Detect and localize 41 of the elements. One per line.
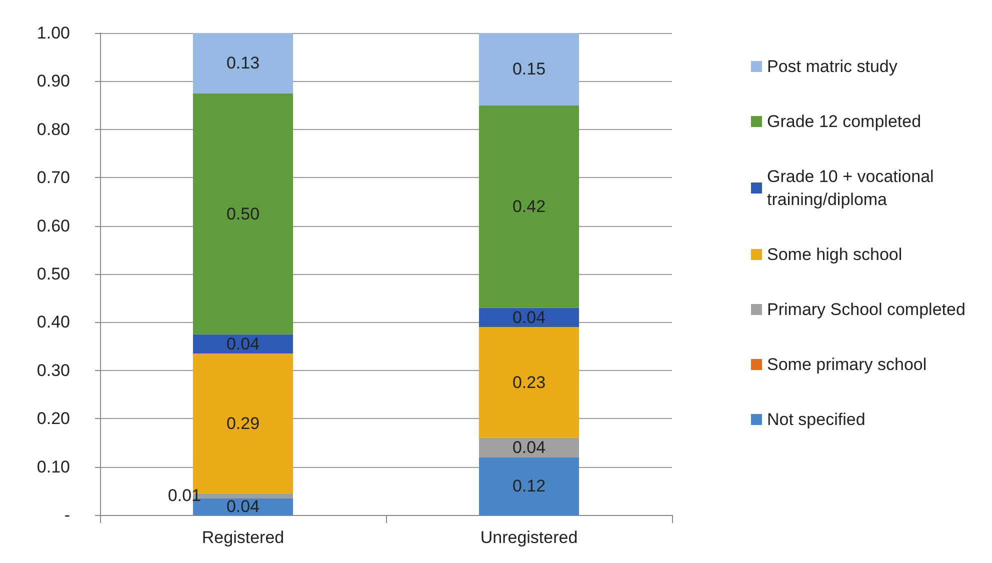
data-label: 0.12 (512, 476, 546, 496)
x-tick-label: Registered (202, 528, 284, 547)
data-label: 0.01 (168, 486, 201, 506)
y-tick-label: 0.10 (36, 457, 70, 476)
y-tick-label: 1.00 (36, 24, 70, 42)
data-label: 0.04 (512, 438, 546, 458)
bar (193, 93, 293, 334)
data-label: 0.04 (226, 334, 260, 354)
bar (479, 308, 579, 328)
data-label: 0.23 (512, 372, 546, 392)
y-tick-label: 0.60 (36, 216, 70, 236)
data-label: 0.15 (512, 60, 546, 79)
y-tick-label: - (64, 506, 70, 524)
legend-label: Grade 10 + vocational training/diploma (767, 167, 939, 209)
legend-label: Primary School completed (767, 300, 966, 319)
y-tick-label: 0.70 (36, 168, 70, 188)
legend-label: Some high school (767, 245, 902, 264)
bar (479, 105, 579, 308)
data-label: 0.13 (226, 54, 260, 73)
y-tick-label: 0.50 (36, 264, 70, 284)
data-label: 0.29 (226, 414, 260, 433)
bar (479, 457, 579, 515)
bar (479, 438, 579, 458)
legend-label: Some primary school (767, 355, 927, 374)
bar (479, 33, 579, 106)
legend-label: Post matric study (767, 57, 898, 76)
data-label: 0.50 (226, 204, 260, 224)
y-tick-label: 0.80 (36, 120, 70, 139)
y-tick-label: 0.20 (36, 409, 70, 428)
y-tick-label: 0.40 (36, 312, 70, 332)
x-tick-label: Unregistered (480, 528, 578, 547)
data-label: 0.04 (512, 308, 546, 327)
data-label: 0.04 (226, 497, 260, 516)
y-tick-label: 0.90 (36, 72, 70, 91)
y-tick-label: 0.30 (36, 360, 70, 380)
legend-label: Not specified (767, 410, 866, 429)
bar (193, 33, 293, 94)
data-label: 0.42 (512, 197, 546, 216)
legend-label: Grade 12 completed (767, 112, 922, 131)
bar (479, 327, 579, 438)
bar (193, 334, 293, 354)
